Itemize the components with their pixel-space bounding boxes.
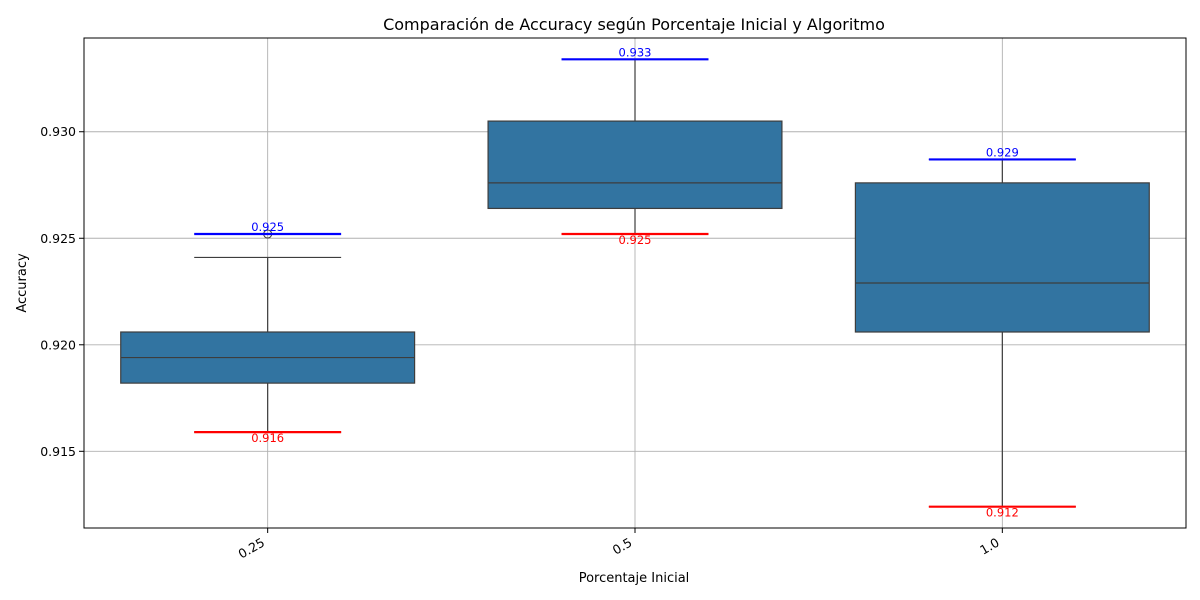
min-marker-label: 0.916 <box>251 431 284 445</box>
y-axis-label: Accuracy <box>15 253 30 313</box>
plot-marks: 0.925 0.933 0.929 0.916 0.925 0.912 <box>120 45 1150 520</box>
chart-title: Comparación de Accuracy según Porcentaje… <box>383 15 885 34</box>
y-tick-label: 0.930 <box>40 124 76 139</box>
y-tick-label: 0.925 <box>40 231 76 246</box>
min-marker-label: 0.925 <box>619 233 652 247</box>
min-marker-label: 0.912 <box>986 506 1019 520</box>
y-tick-label: 0.920 <box>40 337 76 352</box>
box-0.5 <box>487 120 783 210</box>
y-tick-label: 0.915 <box>40 444 76 459</box>
x-tick-label: 0.5 <box>610 535 635 558</box>
box-1.0 <box>854 182 1150 333</box>
x-tick-label: 0.25 <box>236 535 268 562</box>
max-marker-label: 0.933 <box>619 45 652 59</box>
max-marker-label: 0.929 <box>986 145 1019 159</box>
max-marker-label: 0.925 <box>251 220 284 234</box>
x-axis-label: Porcentaje Inicial <box>579 571 690 586</box>
x-tick-label: 1.0 <box>977 535 1002 558</box>
